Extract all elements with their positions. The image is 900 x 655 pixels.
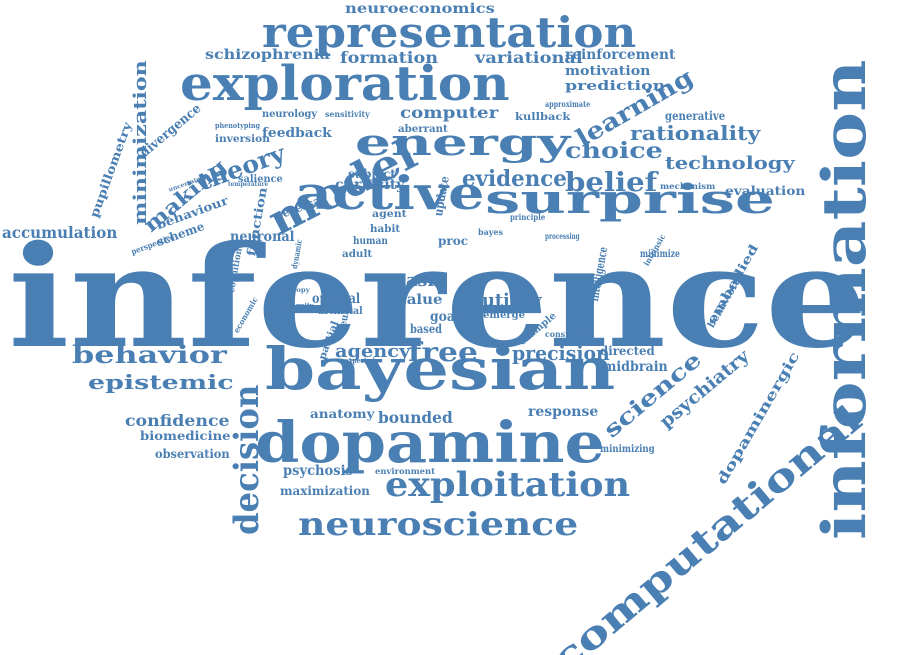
- word-surprise: surprise: [485, 176, 775, 223]
- word-based: based: [410, 322, 442, 336]
- word-variational: variational: [475, 48, 583, 67]
- word-agency: agency: [335, 341, 411, 362]
- word-belief: belief: [565, 168, 658, 198]
- word-processing: processing: [545, 231, 580, 241]
- word-neuroscience: neuroscience: [298, 505, 579, 543]
- word-value: value: [398, 292, 443, 308]
- word-mechanism: mechanism: [660, 181, 716, 191]
- word-bayes: bayes: [478, 227, 504, 237]
- word-aberrant: aberrant: [398, 124, 448, 135]
- word-technology: technology: [665, 153, 795, 174]
- word-energy: energy: [355, 122, 571, 164]
- word-active: active: [295, 166, 485, 220]
- word-maximization: maximization: [280, 484, 370, 498]
- word-artificial: artificial: [318, 306, 363, 317]
- word-agent: agent: [372, 209, 407, 220]
- word-evidence: evidence: [462, 166, 567, 192]
- word-exploration: exploration: [180, 56, 510, 112]
- word-human: human: [353, 236, 388, 247]
- word-confidence: confidence: [125, 411, 230, 430]
- word-curiosity: curiosity: [335, 177, 405, 193]
- word-exploitation: exploitation: [385, 465, 631, 505]
- word-principle: principle: [510, 212, 546, 222]
- word-formation: formation: [340, 48, 439, 67]
- word-pupillometry: pupillometry: [87, 120, 135, 220]
- word-decision: decision: [227, 384, 267, 535]
- word-task: task: [398, 270, 440, 291]
- word-psychosis: psychosis: [283, 463, 353, 479]
- word-reinforcement: reinforcement: [565, 47, 676, 63]
- word-observation: observation: [155, 447, 230, 461]
- word-precision: precision: [512, 341, 610, 365]
- word-behavior: behavior: [72, 340, 227, 369]
- word-evaluation: evaluation: [725, 184, 806, 198]
- word-minimizing: minimizing: [600, 444, 655, 455]
- word-habit: habit: [370, 224, 401, 235]
- word-optimal: optimal: [312, 291, 361, 307]
- word-ambiguity: ambiguity: [278, 301, 314, 310]
- word-salience: salience: [238, 174, 283, 185]
- word-midbrain: midbrain: [603, 359, 668, 375]
- word-temperature: temperature: [228, 181, 269, 188]
- word-prediction: prediction: [565, 79, 666, 94]
- word-phenotyping: phenotyping: [215, 121, 261, 130]
- word-neuroeconomics: neuroeconomics: [345, 1, 495, 17]
- word-anatomy: anatomy: [310, 407, 375, 421]
- word-approximate: approximate: [545, 99, 591, 109]
- word-environment: environment: [375, 466, 436, 476]
- word-proc: proc: [438, 234, 469, 248]
- word-response: response: [528, 404, 599, 420]
- word-expected: expected: [345, 356, 375, 365]
- word-neurology: neurology: [262, 109, 318, 120]
- word-neuronal: neuronal: [230, 229, 295, 245]
- word-accumulation: accumulation: [2, 223, 118, 242]
- word-representation: representation: [262, 8, 637, 57]
- word-schizophrenia: schizophrenia: [205, 47, 330, 63]
- word-directed: directed: [600, 344, 655, 358]
- word-utility: utility: [482, 290, 542, 311]
- word-feedback: feedback: [262, 126, 332, 141]
- word-bounded: bounded: [378, 408, 453, 427]
- word-consistent: consistent: [545, 329, 591, 339]
- word-epistemic: epistemic: [88, 370, 234, 394]
- word-biomedicine: biomedicine: [140, 429, 231, 443]
- word-choice: choice: [565, 138, 663, 164]
- word-goal: goal: [430, 309, 460, 325]
- word-sensitivity: sensitivity: [325, 109, 370, 119]
- word-motivation: motivation: [565, 64, 651, 79]
- word-free: free: [408, 338, 478, 368]
- word-computer: computer: [400, 103, 499, 122]
- word-inference: inference: [8, 216, 868, 380]
- word-emerge: emerge: [483, 310, 525, 321]
- word-entropy: entropy: [280, 287, 310, 294]
- word-dopamine: dopamine: [255, 410, 605, 476]
- word-minimize: minimize: [640, 249, 680, 260]
- word-subject: subject: [348, 167, 396, 181]
- word-inversion: inversion: [215, 134, 270, 145]
- word-adult: adult: [342, 249, 373, 260]
- word-kullback: kullback: [515, 112, 571, 123]
- word-generative: generative: [665, 109, 726, 123]
- word-bayesian: bayesian: [265, 335, 616, 403]
- word-rationality: rationality: [630, 121, 761, 145]
